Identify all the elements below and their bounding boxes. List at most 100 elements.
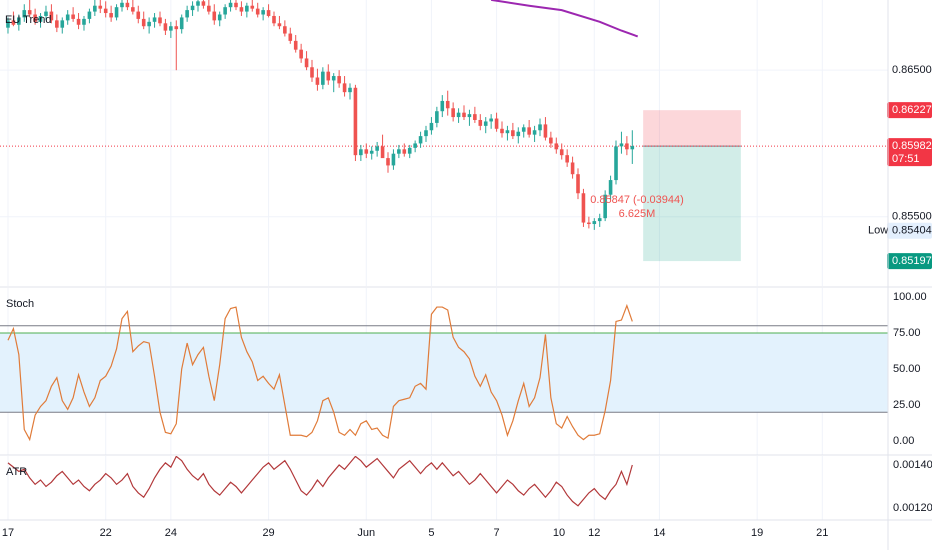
candle-body: [375, 146, 379, 151]
candle-body: [98, 5, 103, 9]
candle-body: [223, 7, 227, 15]
candle-body: [44, 11, 48, 16]
candle-body: [201, 1, 206, 6]
candle-body: [581, 193, 586, 223]
candle-body: [261, 10, 265, 15]
candle-body: [283, 26, 287, 34]
candle-body: [196, 1, 200, 6]
candle-body: [147, 21, 151, 27]
indicator-line: [7, 456, 633, 507]
candle-body: [27, 10, 32, 15]
candle-body: [22, 10, 27, 18]
candle-body: [125, 2, 130, 8]
y-tick-label: 100.00: [893, 291, 927, 303]
candle-body: [386, 158, 390, 166]
candle-body: [109, 13, 113, 18]
candle-body: [505, 130, 510, 134]
candle-body: [212, 11, 217, 21]
y-tick-label: 50.00: [893, 363, 921, 375]
candle-body: [293, 40, 298, 50]
x-tick-label: 21: [816, 527, 828, 539]
candle-body: [554, 143, 559, 150]
candle-body: [413, 143, 417, 148]
candle-body: [543, 124, 548, 138]
candle-body: [65, 14, 70, 21]
x-tick-label: 14: [653, 527, 665, 539]
candle-body: [169, 26, 173, 31]
candle-body: [17, 17, 21, 25]
candle-body: [315, 77, 320, 85]
pane-title: ATR: [6, 466, 27, 478]
price-label: 0.85404: [892, 225, 932, 237]
candle-body: [440, 100, 445, 112]
candle-body: [445, 100, 450, 109]
indicator-line: [7, 303, 633, 442]
candle-body: [527, 127, 531, 135]
y-tick-label: 0.00: [893, 435, 914, 447]
candle-body: [288, 33, 293, 41]
candle-body: [353, 87, 358, 156]
candle-body: [587, 222, 591, 225]
candle-body: [82, 18, 86, 25]
price-label: 0.86227: [892, 104, 932, 116]
x-tick-label: Jun: [357, 527, 375, 539]
candle-body: [467, 114, 472, 118]
candle-body: [402, 149, 407, 154]
x-tick-label: 24: [165, 527, 177, 539]
candle-body: [435, 111, 439, 123]
candle-body: [6, 20, 10, 28]
x-tick-label: 29: [262, 527, 274, 539]
last-price-box: [887, 138, 932, 167]
y-tick-label: 25.00: [893, 399, 921, 411]
x-tick-label: 10: [553, 527, 565, 539]
candle-body: [380, 146, 385, 159]
candle-body: [559, 149, 564, 156]
candle-body: [597, 218, 602, 222]
overlay: 17 22 24 29 Jun 5 7 10 12 14 19 21 0.85500 0.86500 0.8…: [2, 64, 932, 539]
x-tick-label: 17: [2, 527, 14, 539]
candle-body: [217, 14, 222, 21]
candle-body: [207, 5, 211, 12]
candle-body: [478, 119, 483, 126]
candle-body: [576, 174, 580, 194]
annotation: 0.85847 (-0.03944): [590, 194, 684, 206]
candle-body: [114, 7, 119, 18]
candle-body: [163, 23, 168, 31]
candle-body: [33, 14, 37, 22]
candle-body: [489, 118, 493, 122]
pane-title: Stoch: [6, 298, 34, 310]
candle-body: [342, 83, 347, 93]
y-tick-label: 0.85500: [892, 211, 932, 223]
candle-body: [483, 121, 488, 126]
candle-body: [521, 127, 526, 132]
candle-body: [266, 10, 271, 16]
candle-body: [500, 128, 504, 134]
candle-body: [250, 5, 255, 9]
candle-body: [310, 67, 314, 78]
x-tick-label: 19: [751, 527, 763, 539]
candle-body: [473, 114, 477, 120]
x-tick-label: 5: [428, 527, 434, 539]
candle-body: [103, 8, 108, 14]
y-tick-label: 0.86500: [892, 64, 932, 76]
candle-body: [462, 112, 466, 118]
countdown: 07:51: [892, 153, 920, 165]
y-tick-label: 0.00120: [893, 502, 932, 514]
candle-body: [429, 122, 434, 131]
stoch-pane: [0, 288, 888, 455]
x-tick-label: 7: [494, 527, 500, 539]
candle-body: [494, 118, 499, 129]
candle-body: [277, 23, 282, 27]
last-price-label: 0.85982: [892, 140, 932, 152]
candle-body: [424, 130, 428, 137]
price-label-box: [887, 222, 932, 239]
candle-body: [614, 146, 618, 181]
annotation-volume: 6.625M: [619, 208, 656, 220]
price-label-box: [887, 102, 932, 119]
moving-average: [490, 0, 639, 38]
price-label-box: [887, 253, 932, 270]
candle-body: [228, 2, 233, 8]
candle-body: [185, 10, 189, 18]
candle-body: [331, 76, 336, 81]
